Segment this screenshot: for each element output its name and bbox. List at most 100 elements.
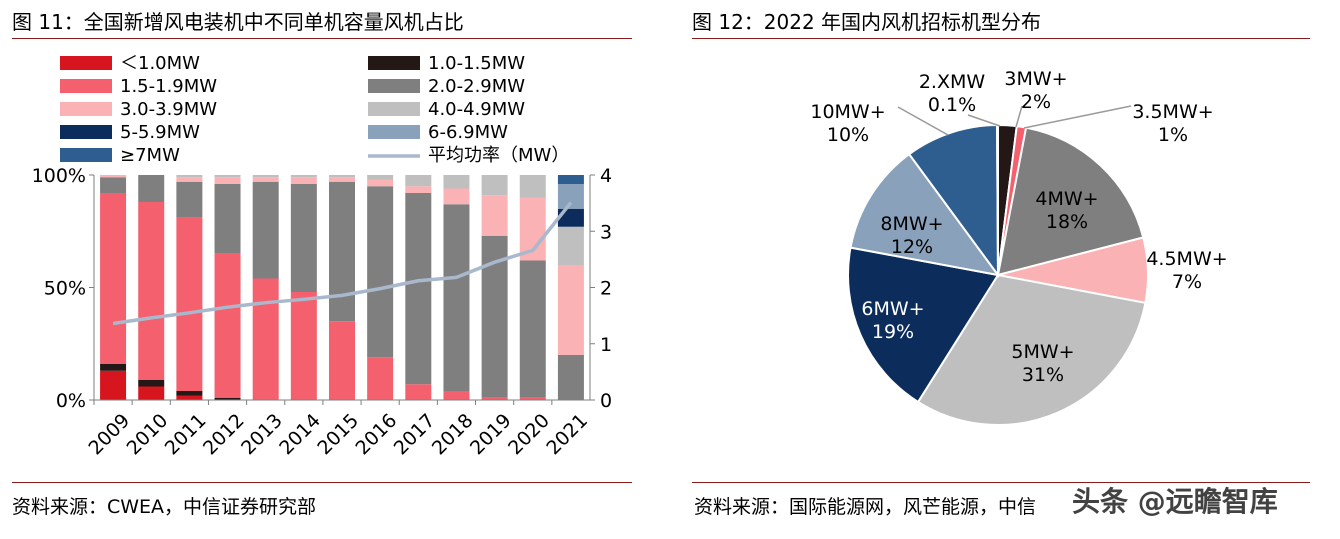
right-source-note: 资料来源：国际能源网，风芒能源，中信 — [694, 496, 1037, 518]
bar-segment — [481, 397, 508, 400]
bar-segment — [329, 181, 355, 322]
bar-segment — [138, 202, 165, 380]
legend-label: 1.0-1.5MW — [428, 53, 525, 74]
bar-segment — [443, 204, 470, 391]
legend-label: 4.0-4.9MW — [428, 99, 525, 120]
bar-segment — [214, 184, 241, 254]
pie-pct-label: 31% — [1022, 364, 1064, 386]
legend-swatch — [368, 56, 420, 70]
bar-segment — [329, 175, 355, 178]
legend-swatch — [60, 125, 112, 139]
legend-label: 6-6.9MW — [428, 122, 508, 143]
legend-swatch — [60, 102, 112, 116]
legend-swatch — [60, 148, 112, 162]
bar-segment — [557, 226, 584, 265]
bar-segment — [252, 175, 279, 178]
pie-label: 3MW+ — [1004, 68, 1067, 90]
bar-segment — [367, 179, 394, 187]
pie-leader-line — [1023, 105, 1132, 129]
bar-segment — [405, 193, 432, 385]
bar-segment — [100, 364, 127, 371]
x-tick-label: 2013 — [237, 410, 287, 460]
x-tick-label: 2015 — [313, 410, 363, 460]
bar-segment — [100, 177, 127, 193]
legend-label: 平均功率（MW） — [428, 145, 569, 166]
bar-segment — [138, 386, 165, 400]
bar-segment — [214, 177, 241, 184]
bar-segment — [557, 265, 584, 355]
legend-swatch — [60, 79, 112, 93]
legend-label: ≥7MW — [120, 145, 180, 166]
x-tick-label: 2009 — [84, 410, 134, 460]
y-right-tick-label: 0 — [600, 390, 612, 412]
legend-label: 1.5-1.9MW — [120, 76, 217, 97]
y-right-tick-label: 1 — [600, 334, 612, 356]
average-power-line — [112, 201, 573, 326]
pie-pct-label: 18% — [1046, 211, 1088, 233]
bar-segment — [329, 177, 355, 182]
bar-segment — [443, 175, 470, 189]
pie-label: 5MW+ — [1011, 341, 1074, 363]
x-tick-label: 2020 — [504, 410, 554, 460]
left-title-rule — [12, 38, 632, 39]
bar-segment — [214, 253, 241, 398]
bar-segment — [519, 260, 546, 398]
legend-swatch — [368, 79, 420, 93]
pie-pct-label: 19% — [872, 321, 914, 343]
y-right-tick-label: 4 — [600, 165, 612, 187]
right-source-rule — [692, 482, 1310, 483]
bar-segment — [290, 175, 317, 178]
pie-leader-line — [1015, 105, 1023, 128]
legend-swatch — [368, 102, 420, 116]
left-source-rule — [12, 482, 632, 483]
pie-pct-label: 1% — [1158, 124, 1188, 146]
pie-leader-line — [967, 114, 1001, 127]
bar-segment — [367, 175, 394, 180]
pie-pct-label: 10% — [827, 124, 869, 146]
bar-segment — [214, 175, 241, 178]
pie-slice — [849, 152, 1001, 277]
pie-leader-line — [897, 106, 949, 136]
legend-swatch — [368, 125, 420, 139]
bar-segment — [100, 193, 127, 364]
right-chart-title: 图 12：2022 年国内风机招标机型分布 — [692, 10, 1042, 34]
pie-pct-label: 0.1% — [928, 94, 976, 116]
y-right-tick-label: 2 — [600, 278, 612, 300]
bar-segment — [405, 384, 432, 400]
bar-segment — [176, 181, 203, 218]
bar-segment — [176, 177, 203, 182]
pie-label: 3.5MW+ — [1132, 101, 1213, 123]
pie-chart: 3MW+2% 3.5MW+1% 4MW+18% 4.5MW+7% 5MW+31% 6MW+… — [810, 68, 1228, 426]
bar-segment — [329, 321, 355, 400]
pie-label: 4.5MW+ — [1146, 248, 1227, 270]
x-tick-label: 2014 — [275, 410, 325, 460]
bar-segment — [481, 195, 508, 236]
bar-segment — [138, 175, 165, 202]
x-tick-label: 2012 — [199, 410, 249, 460]
bar-segment — [176, 395, 203, 400]
y-left-tick-label: 0% — [56, 390, 86, 412]
watermark: 头条 @远瞻智库 — [1072, 485, 1278, 518]
pie-label: 10MW+ — [810, 101, 885, 123]
bar-segment — [443, 188, 470, 205]
pie-slice — [996, 123, 999, 276]
bar-segment — [138, 379, 165, 387]
bar-segment — [290, 184, 317, 292]
bar-segment — [443, 391, 470, 400]
y-left-tick-label: 100% — [32, 165, 86, 187]
bar-segment — [519, 175, 546, 198]
left-chart-title: 图 11：全国新增风电装机中不同单机容量风机占比 — [12, 10, 464, 34]
bar-segment — [519, 397, 546, 400]
x-tick-label: 2010 — [123, 410, 173, 460]
pie-pct-label: 12% — [891, 236, 933, 258]
pie-label: 8MW+ — [880, 213, 943, 235]
stacked-bar-chart: ＜1.0MW 1.0-1.5MW 1.5-1.9MW 2.0-2.9MW 3.0-3.9… — [32, 53, 612, 460]
bar-segment — [176, 391, 203, 396]
pie-label: 4MW+ — [1035, 188, 1098, 210]
x-tick-label: 2017 — [390, 410, 440, 460]
bar-segment — [176, 175, 203, 178]
pie-slice — [907, 123, 1000, 279]
bar-segment — [557, 355, 584, 400]
x-tick-label: 2011 — [161, 410, 211, 460]
y-left-tick-label: 50% — [44, 278, 86, 300]
